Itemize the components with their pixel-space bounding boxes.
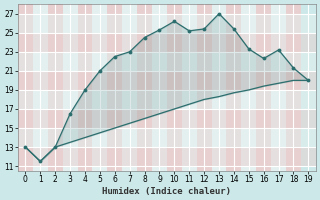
Bar — [212, 4, 227, 171]
Bar — [63, 4, 77, 171]
Bar — [18, 52, 316, 71]
Bar — [256, 4, 271, 171]
Bar — [92, 4, 107, 171]
Bar — [241, 4, 256, 171]
Bar — [18, 147, 316, 166]
Bar — [18, 128, 316, 147]
Bar — [137, 4, 152, 171]
Bar — [18, 71, 316, 90]
Bar — [182, 4, 197, 171]
Bar — [152, 4, 167, 171]
Bar — [48, 4, 63, 171]
Bar — [107, 4, 122, 171]
Bar — [33, 4, 48, 171]
Bar — [18, 14, 316, 33]
Bar — [197, 4, 212, 171]
Bar — [18, 33, 316, 52]
Bar — [18, 4, 33, 171]
Bar — [18, 90, 316, 109]
Bar — [122, 4, 137, 171]
Bar — [227, 4, 241, 171]
Bar — [271, 4, 286, 171]
Bar — [77, 4, 92, 171]
Bar — [286, 4, 301, 171]
Bar — [18, 109, 316, 128]
X-axis label: Humidex (Indice chaleur): Humidex (Indice chaleur) — [102, 187, 231, 196]
Bar — [167, 4, 182, 171]
